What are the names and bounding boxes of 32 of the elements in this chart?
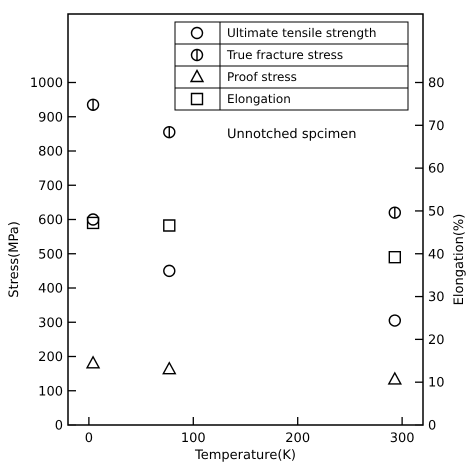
y-tick-label: 1000 xyxy=(30,76,63,91)
y-tick-label: 900 xyxy=(38,110,63,126)
legend-label: True fracture stress xyxy=(226,48,344,62)
y-tick-label: 800 xyxy=(38,144,63,160)
y2-tick-label: 70 xyxy=(428,118,445,134)
y2-axis-title: Elongation(%) xyxy=(452,214,467,306)
annotation: Unnotched spcimen xyxy=(227,127,356,142)
y-tick-label: 300 xyxy=(38,316,63,331)
y2-tick-label: 10 xyxy=(428,376,445,391)
y-axis-title: Stress(MPa) xyxy=(7,221,22,298)
y2-tick-label: 20 xyxy=(428,332,445,348)
y-tick-label: 0 xyxy=(54,418,63,434)
x-axis-title: Temperature(K) xyxy=(194,448,296,463)
legend-label: Proof stress xyxy=(227,70,297,84)
legend-label: Elongation xyxy=(227,92,291,106)
x-tick-label: 300 xyxy=(390,431,415,446)
y-tick-label: 700 xyxy=(38,178,63,194)
y2-tick-label: 60 xyxy=(428,162,445,177)
legend-label: Ultimate tensile strength xyxy=(227,26,376,40)
y2-tick-label: 0 xyxy=(428,418,436,434)
x-tick-label: 200 xyxy=(285,431,310,446)
y-tick-label: 200 xyxy=(38,350,63,365)
y2-tick-label: 80 xyxy=(428,76,445,91)
y-tick-label: 500 xyxy=(38,247,63,262)
y-tick-label: 100 xyxy=(38,384,63,400)
y2-tick-label: 40 xyxy=(428,247,445,262)
x-tick-label: 100 xyxy=(180,431,206,446)
y-tick-label: 400 xyxy=(38,282,63,296)
y-tick-label: 600 xyxy=(38,213,63,228)
y2-tick-label: 50 xyxy=(428,204,445,220)
x-tick-label: 0 xyxy=(84,431,94,446)
y2-tick-label: 30 xyxy=(428,290,445,306)
